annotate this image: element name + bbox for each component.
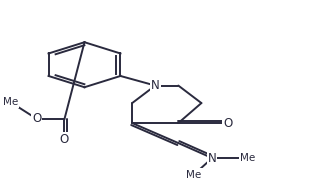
Text: Me: Me <box>186 170 201 180</box>
Text: O: O <box>32 112 41 125</box>
Text: O: O <box>60 133 69 146</box>
Text: O: O <box>223 117 232 130</box>
Text: N: N <box>151 79 160 92</box>
Text: Me: Me <box>240 153 255 163</box>
Text: Me: Me <box>3 97 18 107</box>
Text: N: N <box>208 152 217 165</box>
